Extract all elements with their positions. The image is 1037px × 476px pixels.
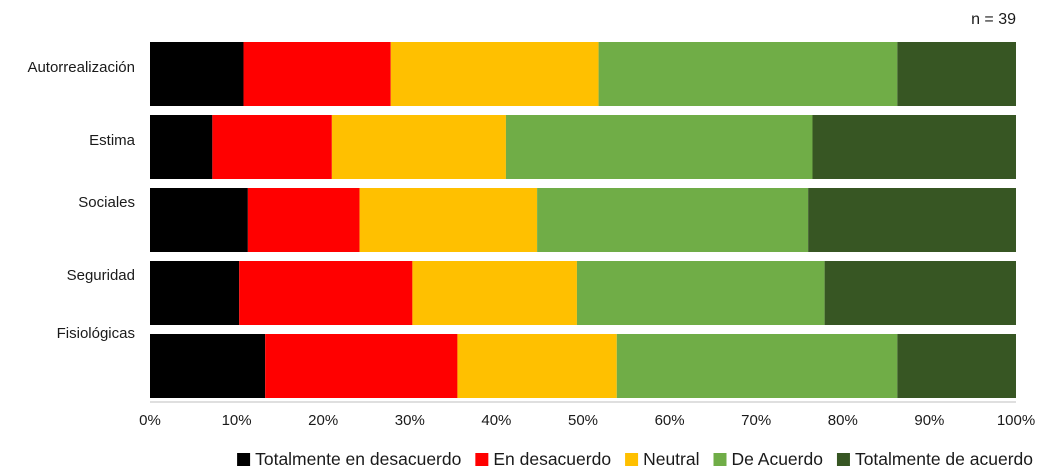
bars-group bbox=[150, 42, 1016, 398]
bar-segment-3-1 bbox=[150, 188, 248, 252]
bar-segment-4-2 bbox=[239, 261, 413, 325]
bar-segment-4-5 bbox=[824, 261, 1016, 325]
bar-segment-2-5 bbox=[812, 115, 1016, 179]
legend-item: En desacuerdo bbox=[475, 449, 611, 469]
bar-segment-2-2 bbox=[212, 115, 332, 179]
bar-segment-4-3 bbox=[412, 261, 577, 325]
bar-segment-5-5 bbox=[897, 334, 1016, 398]
legend-swatch bbox=[713, 453, 727, 466]
legend-label: Totalmente en desacuerdo bbox=[255, 449, 461, 469]
category-label: Sociales bbox=[78, 194, 135, 211]
x-tick-label: 70% bbox=[741, 412, 771, 429]
category-label: Estima bbox=[89, 132, 136, 149]
category-label: Seguridad bbox=[67, 267, 135, 284]
legend-label: En desacuerdo bbox=[493, 449, 611, 469]
x-tick-label: 0% bbox=[139, 412, 161, 429]
bar-segment-1-1 bbox=[150, 42, 244, 106]
legend-swatch bbox=[625, 453, 639, 466]
bar-segment-1-5 bbox=[897, 42, 1016, 106]
x-tick-label: 40% bbox=[481, 412, 511, 429]
x-axis-ticks: 0% 10% 20% 30% 40% 50% 60% 70% 80% 90% 100% bbox=[139, 412, 1035, 429]
x-tick-label: 60% bbox=[655, 412, 685, 429]
x-tick-label: 90% bbox=[914, 412, 944, 429]
bar-segment-1-4 bbox=[598, 42, 898, 106]
bar-segment-3-5 bbox=[808, 188, 1016, 252]
category-labels: Autorrealización Estima Sociales Seguridad F… bbox=[27, 59, 135, 342]
legend-swatch bbox=[836, 453, 850, 466]
legend-item: Totalmente de acuerdo bbox=[836, 449, 1033, 469]
bar-segment-4-1 bbox=[150, 261, 240, 325]
bar-segment-4-4 bbox=[576, 261, 825, 325]
legend-label: Totalmente de acuerdo bbox=[855, 449, 1033, 469]
bar-segment-5-4 bbox=[616, 334, 898, 398]
legend-item: Totalmente en desacuerdo bbox=[237, 449, 461, 469]
legend-item: De Acuerdo bbox=[713, 449, 823, 469]
bar-segment-5-2 bbox=[265, 334, 458, 398]
x-tick-label: 20% bbox=[308, 412, 338, 429]
x-tick-label: 50% bbox=[568, 412, 598, 429]
bar-segment-5-1 bbox=[150, 334, 266, 398]
bar-segment-3-4 bbox=[537, 188, 809, 252]
category-label: Autorrealización bbox=[27, 59, 135, 76]
bar-segment-2-1 bbox=[150, 115, 213, 179]
legend-item: Neutral bbox=[625, 449, 700, 469]
bar-segment-2-3 bbox=[331, 115, 506, 179]
legend-swatch bbox=[475, 453, 489, 466]
x-tick-label: 80% bbox=[828, 412, 858, 429]
legend-label: Neutral bbox=[643, 449, 699, 469]
bar-segment-1-2 bbox=[243, 42, 391, 106]
x-tick-label: 30% bbox=[395, 412, 425, 429]
x-tick-label: 10% bbox=[222, 412, 252, 429]
legend-swatch bbox=[237, 453, 251, 466]
bar-segment-5-3 bbox=[457, 334, 617, 398]
legend-label: De Acuerdo bbox=[732, 449, 823, 469]
bar-segment-1-3 bbox=[390, 42, 599, 106]
category-label: Fisiológicas bbox=[57, 325, 135, 342]
sample-size-note: n = 39 bbox=[971, 11, 1016, 28]
bar-segment-3-2 bbox=[247, 188, 360, 252]
x-tick-label: 100% bbox=[997, 412, 1035, 429]
legend: Totalmente en desacuerdo En desacuerdo Neu… bbox=[237, 449, 1033, 469]
bar-segment-2-4 bbox=[505, 115, 813, 179]
bar-segment-3-3 bbox=[359, 188, 538, 252]
